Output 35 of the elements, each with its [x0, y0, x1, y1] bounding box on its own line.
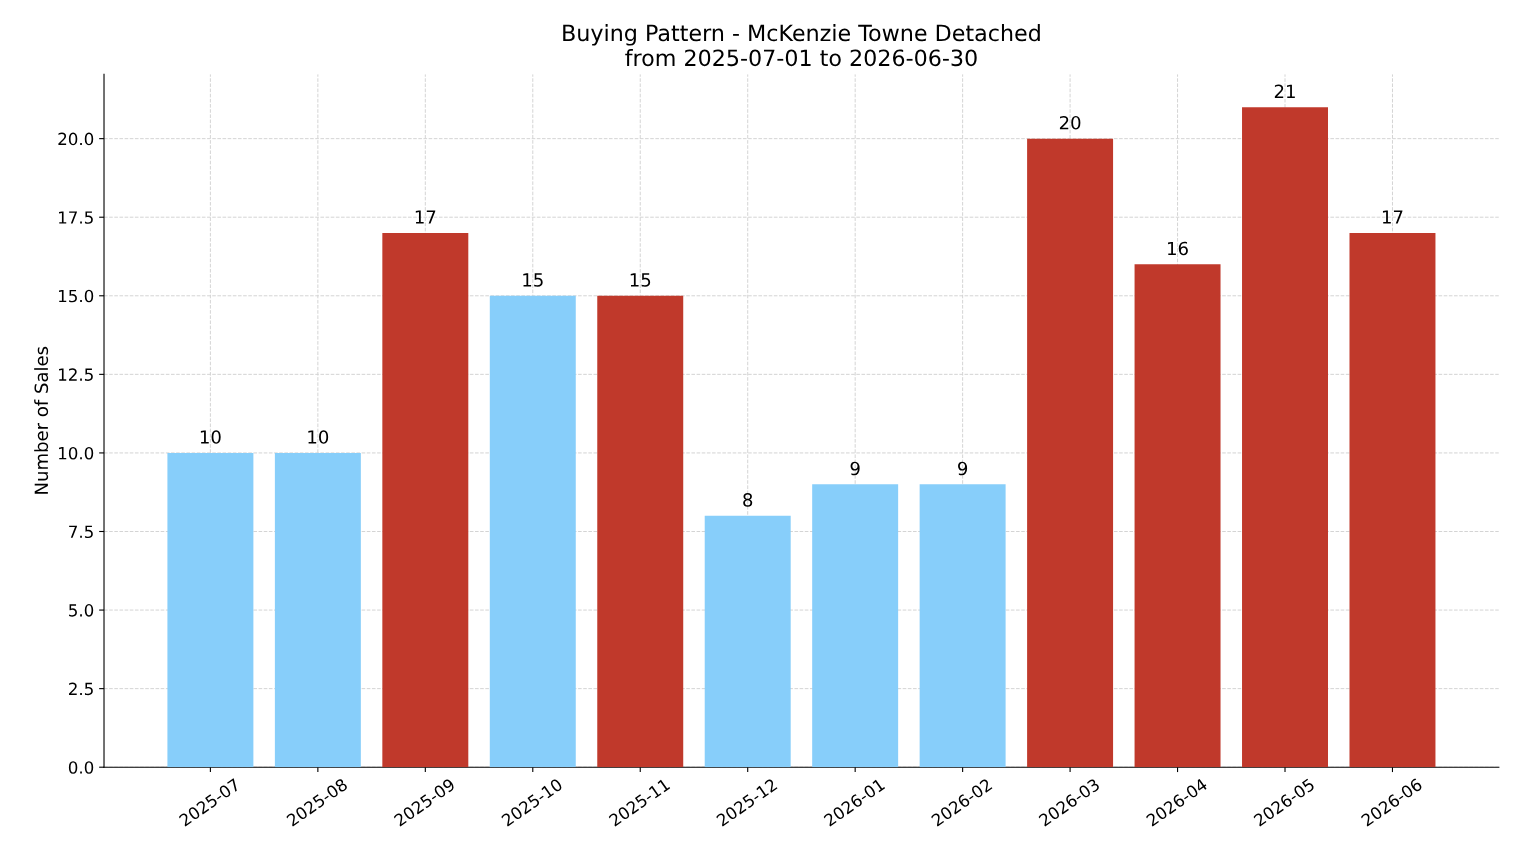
chart-title: Buying Pattern - McKenzie Towne Detached from 2025-07-01 to 2026-06-30	[563, 24, 1040, 67]
y-axis-title: Number of Sales	[34, 346, 49, 494]
y-tick-label: 5.0	[69, 604, 94, 617]
data-label: 15	[523, 273, 543, 287]
bar	[597, 295, 684, 768]
bar	[704, 515, 791, 768]
data-label: 10	[308, 430, 329, 444]
data-label: 8	[743, 493, 753, 507]
data-label: 10	[200, 430, 221, 444]
bar	[489, 295, 576, 768]
data-label: 20	[1059, 115, 1081, 130]
bar	[167, 452, 254, 768]
data-label: 9	[958, 461, 968, 476]
data-label: 15	[630, 273, 651, 287]
bar	[1027, 138, 1114, 768]
y-tick-label: 15.0	[59, 289, 94, 303]
y-tick-label: 0.0	[68, 761, 94, 774]
data-label: 17	[1382, 210, 1403, 224]
y-tick-label: 2.5	[69, 682, 93, 696]
bar	[382, 232, 469, 768]
data-label: 16	[1168, 241, 1188, 256]
y-tick-label: 10.0	[59, 446, 94, 460]
y-tick-label: 7.5	[69, 525, 93, 539]
data-label: 21	[1274, 84, 1295, 98]
y-tick-label: 20.0	[58, 132, 94, 146]
bar	[1349, 232, 1436, 768]
bar	[1242, 107, 1328, 768]
bar	[274, 452, 361, 768]
bar	[1134, 264, 1221, 768]
y-tick-label: 12.5	[59, 368, 93, 381]
bar	[812, 484, 899, 768]
data-label: 9	[850, 461, 860, 476]
data-label: 17	[415, 210, 436, 224]
bar	[919, 484, 1006, 768]
y-tick-label: 17.5	[59, 211, 93, 224]
